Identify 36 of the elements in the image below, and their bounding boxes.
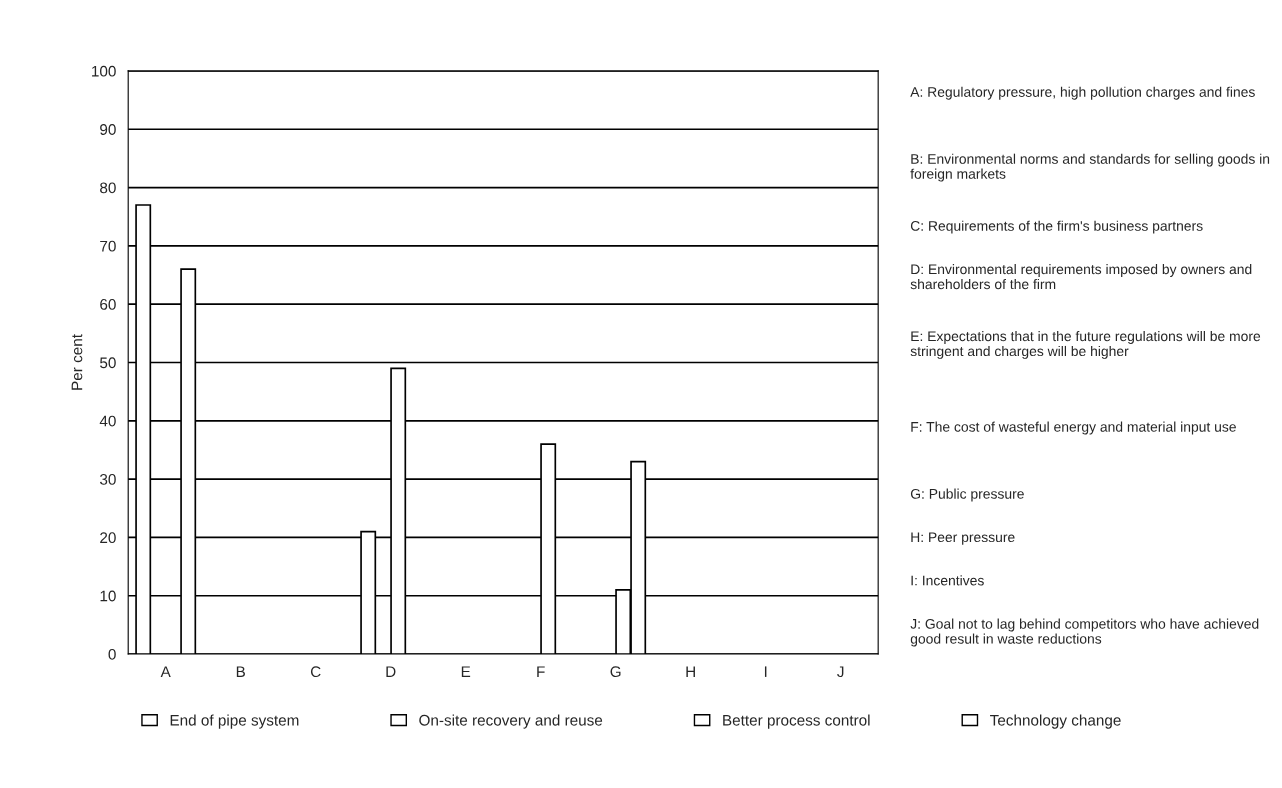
legend-label: End of pipe system [170, 714, 299, 729]
text: B: Environmental norms and standards for selling goods in foreign markets [910, 153, 1270, 182]
x-tick-label: A [160, 666, 171, 677]
text: D: Environmental requirements imposed by owners and shareholders of the firm [910, 263, 1252, 290]
y-tick-label: 10 [100, 590, 116, 602]
y-tick-label: 0 [108, 648, 116, 660]
y-tick-label: 50 [100, 357, 116, 369]
y-tick-label: 90 [100, 124, 116, 135]
y-tick-label: 20 [100, 532, 116, 544]
y-tick-label: 80 [100, 182, 116, 194]
x-tick-label: C [310, 666, 321, 678]
x-tick-label: D [386, 666, 396, 677]
text: E: Expectations that in the future regulations will be more stringent and charges will be higher [910, 330, 1261, 359]
text: C: Requirements of the firm's business partners [910, 220, 1203, 234]
x-tick-label: J [837, 666, 844, 678]
legend-label: Technology change [990, 714, 1121, 729]
text: I: Incentives [911, 575, 984, 586]
y-tick-label: 60 [100, 299, 116, 310]
x-tick-label: B [236, 666, 245, 677]
y-tick-label: 40 [99, 415, 116, 427]
x-tick-label: H [686, 666, 695, 677]
y-tick-label: 70 [100, 240, 116, 252]
legend-label: Better process control [723, 714, 870, 729]
text: F: The cost of wasteful energy and material input use [911, 421, 1236, 435]
x-tick-label: G [610, 666, 621, 678]
x-tick-label: E [461, 666, 471, 677]
legend-label: On-site recovery and reuse [419, 714, 603, 729]
y-axis-title: Per cent [71, 334, 83, 390]
text: G: Public pressure [910, 488, 1024, 502]
x-tick-label: F [537, 666, 545, 677]
y-tick-label: 100 [92, 65, 116, 77]
y-tick-label: 30 [99, 473, 116, 485]
x-tick-label: I [764, 666, 767, 677]
text: J: Goal not to lag behind competitors who have achieved good result in waste reductions [910, 618, 1259, 647]
text: H: Peer pressure [911, 532, 1015, 545]
text: A: Regulatory pressure, high pollution charges and fines [910, 86, 1255, 100]
